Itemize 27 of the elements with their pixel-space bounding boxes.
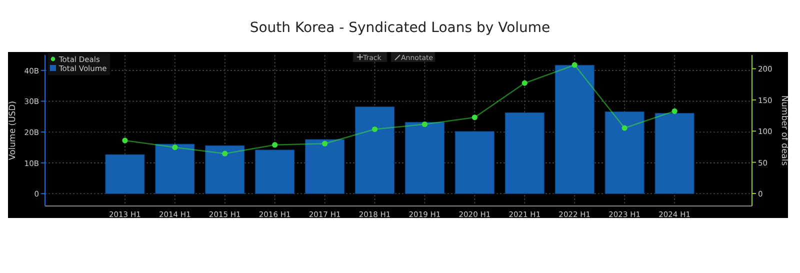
y2-axis-title: Number of deals xyxy=(779,95,789,166)
bar xyxy=(205,145,245,194)
bar xyxy=(355,106,395,194)
point xyxy=(672,108,678,114)
point xyxy=(472,114,478,120)
bar xyxy=(654,112,694,194)
bar xyxy=(554,64,594,194)
point xyxy=(422,121,428,128)
point xyxy=(572,62,578,68)
point xyxy=(122,138,128,144)
y-axis-title: Volume (USD) xyxy=(8,100,18,160)
point xyxy=(222,150,228,156)
bar xyxy=(255,150,295,194)
point xyxy=(522,80,528,86)
bar xyxy=(105,154,145,194)
point xyxy=(272,142,278,148)
point xyxy=(372,126,378,132)
point xyxy=(322,140,328,146)
bar xyxy=(155,144,195,194)
point xyxy=(172,144,178,150)
bar xyxy=(454,131,494,194)
chart-title: South Korea - Syndicated Loans by Volume xyxy=(250,20,550,36)
bar xyxy=(305,139,345,194)
bar xyxy=(604,111,644,194)
bar xyxy=(504,112,544,194)
bar xyxy=(404,122,444,194)
point xyxy=(622,125,628,131)
